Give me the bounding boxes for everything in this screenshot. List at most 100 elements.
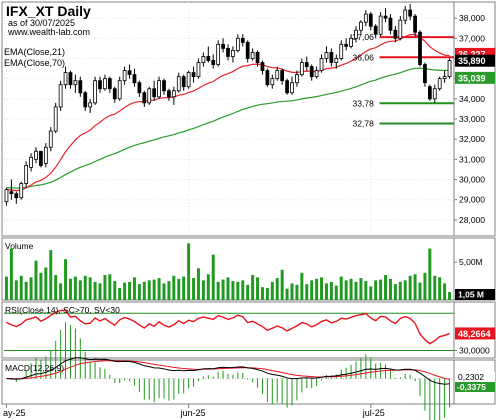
candle-body xyxy=(221,43,225,49)
candle-body xyxy=(103,78,107,90)
volume-bar xyxy=(443,283,447,300)
volume-bar xyxy=(98,283,102,300)
candle-body xyxy=(344,43,349,47)
candle-body xyxy=(4,189,9,203)
candle-body xyxy=(432,88,437,100)
ema21-legend: EMA(Close,21) xyxy=(4,47,65,57)
volume-bar xyxy=(59,283,63,300)
volume-bar xyxy=(295,284,299,300)
volume-bar xyxy=(320,277,324,300)
candle-body xyxy=(152,88,157,98)
rsi-last-value: 48,2664 xyxy=(458,329,491,339)
candle-body xyxy=(408,9,413,17)
candle-body xyxy=(93,80,97,104)
candle-body xyxy=(24,164,29,184)
volume-bar xyxy=(236,281,240,300)
volume-bar xyxy=(393,284,397,300)
volume-bar xyxy=(157,278,161,300)
price-axis-tick-label: 32,000 xyxy=(459,134,485,144)
volume-bar xyxy=(132,277,136,300)
rsi-line xyxy=(6,309,450,345)
volume-bar xyxy=(34,260,38,300)
price-axis-tick-label: 33,000 xyxy=(459,114,485,124)
price-axis-tick-label: 29,000 xyxy=(459,195,485,205)
candle-body xyxy=(349,37,353,47)
volume-bar xyxy=(103,275,107,300)
candle-body xyxy=(117,80,122,100)
chart-title: IFX_XT Daily xyxy=(6,3,91,19)
volume-bar xyxy=(265,287,269,300)
volume-bar xyxy=(4,276,8,300)
candle-body xyxy=(437,78,442,90)
volume-bar xyxy=(64,259,68,300)
candle-body xyxy=(83,92,88,108)
candle-body xyxy=(162,80,166,92)
volume-bar xyxy=(196,268,200,300)
volume-bar xyxy=(388,278,392,300)
ema70-legend: EMA(Close,70) xyxy=(4,58,65,68)
price-axis-tick-label: 37,000 xyxy=(459,33,485,43)
volume-panel: 5,00M Volume 1,05 M xyxy=(1,237,496,301)
level-label: 37,06 xyxy=(353,32,375,42)
volume-bar xyxy=(44,267,48,300)
volume-axis-tick-label: 5,00M xyxy=(459,257,483,267)
volume-bar xyxy=(201,280,205,300)
price-axis-tick-label: 28,000 xyxy=(459,215,485,225)
candle-body xyxy=(58,84,63,108)
volume-bar xyxy=(310,280,314,300)
candle-body xyxy=(132,74,137,84)
candle-body xyxy=(299,62,304,76)
volume-bar xyxy=(226,277,230,300)
volume-bar xyxy=(29,277,33,300)
volume-bar xyxy=(206,274,210,300)
price-axis-tick-label: 34,000 xyxy=(459,94,485,104)
volume-bar xyxy=(433,275,437,300)
candle-body xyxy=(324,52,329,59)
volume-bar xyxy=(221,279,225,300)
rsi-axis-tick-label: 30,0000 xyxy=(459,346,490,356)
volume-bar xyxy=(113,281,117,300)
volume-bar xyxy=(152,279,156,300)
candle-body xyxy=(275,70,280,80)
volume-bar xyxy=(305,284,309,300)
candle-body xyxy=(388,17,393,31)
candle-body xyxy=(265,70,270,86)
candle-body xyxy=(107,78,112,90)
candle-body xyxy=(309,66,314,78)
macd-frame xyxy=(1,359,496,405)
candle-body xyxy=(314,70,319,78)
volume-bar xyxy=(285,288,289,300)
volume-bar xyxy=(344,280,348,300)
price-axis-tick-label: 31,000 xyxy=(459,154,485,164)
candle-body xyxy=(226,47,230,57)
website-label: www.wealth-lab.com xyxy=(7,27,90,37)
rsi-frame xyxy=(1,301,496,359)
candle-body xyxy=(427,86,432,100)
ema21-line xyxy=(6,33,450,192)
volume-bar xyxy=(260,287,264,300)
candle-body xyxy=(157,80,161,98)
volume-bar xyxy=(384,275,388,300)
candle-body xyxy=(48,130,53,148)
candle-body xyxy=(171,90,176,98)
volume-bar xyxy=(187,243,191,300)
candle-body xyxy=(176,76,181,92)
macd-value-bg xyxy=(455,372,495,382)
rsi-panel: 30,0000 RSI(Close,14), SC>70, SV<30 48,266… xyxy=(1,301,496,359)
level-label: 36,06 xyxy=(353,52,375,62)
x-axis-tick-label: jun-25 xyxy=(180,408,206,418)
volume-bar xyxy=(93,281,97,300)
volume-bar xyxy=(162,283,166,300)
volume-bar xyxy=(24,281,28,300)
candle-body xyxy=(354,29,358,39)
volume-bar xyxy=(369,286,373,300)
rsi-title: RSI(Close,14), SC>70, SV<30 xyxy=(5,305,120,315)
candle-body xyxy=(142,92,147,104)
volume-bar xyxy=(256,277,260,300)
price-panel: 38,00037,00036,00035,00034,00033,00032,0… xyxy=(1,1,496,237)
x-axis-tick-label: jul-25 xyxy=(362,408,385,418)
candle-body xyxy=(447,60,452,78)
volume-bar xyxy=(329,281,333,300)
candle-body xyxy=(14,193,19,199)
candle-body xyxy=(363,13,368,23)
